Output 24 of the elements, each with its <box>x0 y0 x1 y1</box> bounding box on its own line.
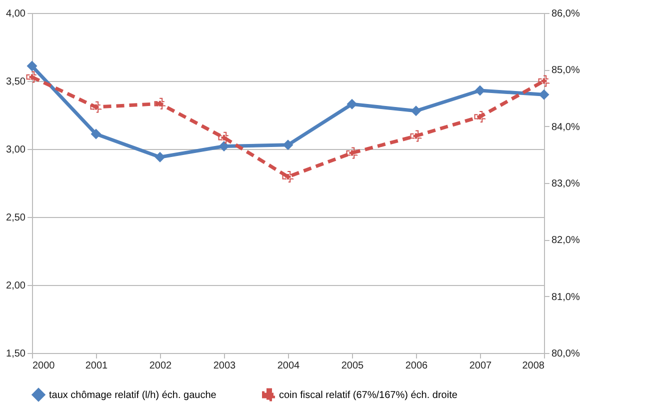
y2-tick-label: 81,0% <box>552 292 580 303</box>
legend-label: taux chômage relatif (l/h) éch. gauche <box>49 390 217 401</box>
y-tick-label: 3,00 <box>6 144 26 156</box>
y2-tick-label: 82,0% <box>552 235 580 246</box>
x-tick-label: 2003 <box>213 360 236 372</box>
x-tick-label: 2008 <box>522 360 545 372</box>
x-tick-label: 2006 <box>405 360 428 372</box>
x-tick-label: 2002 <box>149 360 172 372</box>
y2-tick-label: 84,0% <box>552 122 580 133</box>
y-tick-label: 2,00 <box>6 280 26 292</box>
x-tick-label: 2004 <box>277 360 300 372</box>
y-tick-label: 3,50 <box>6 76 26 88</box>
y2-tick-label: 85,0% <box>552 65 580 76</box>
y-tick-label: 2,50 <box>6 212 26 224</box>
x-tick-label: 2000 <box>32 360 56 372</box>
y2-tick-label: 86,0% <box>552 8 580 20</box>
y2-tick-label: 80,0% <box>552 348 580 360</box>
y2-tick-label: 83,0% <box>552 178 580 190</box>
x-tick-label: 2005 <box>341 360 364 372</box>
x-tick-label: 2007 <box>469 360 492 372</box>
x-tick-label: 2001 <box>85 360 108 372</box>
y-tick-label: 1,50 <box>6 348 26 360</box>
y-tick-label: 4,00 <box>6 8 26 20</box>
legend-label: coin fiscal relatif (67%/167%) éch. droite <box>279 390 458 401</box>
